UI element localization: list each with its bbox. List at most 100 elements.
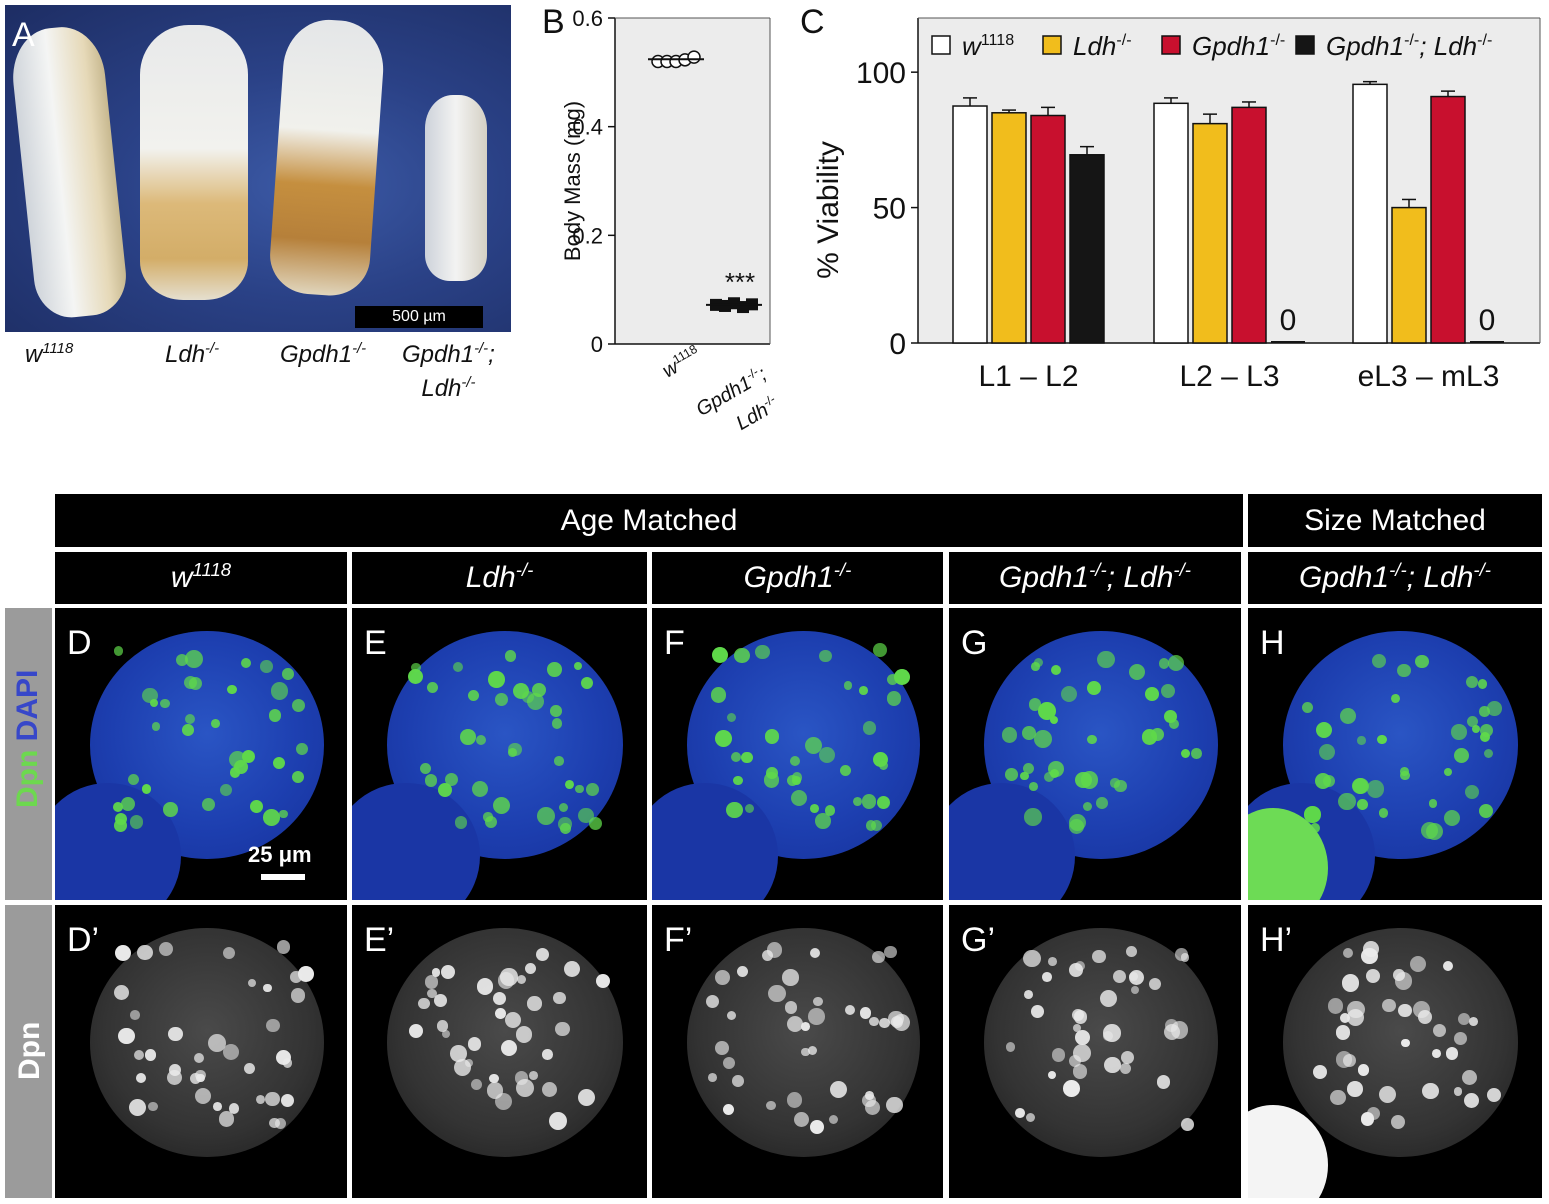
neuroblast-cell (256, 1095, 266, 1105)
scale-bar-label: 25 μm (248, 842, 312, 867)
neuroblast-cell (1468, 1016, 1478, 1026)
genotype-superscript: -/- (1173, 559, 1191, 580)
neuroblast-cell (551, 718, 563, 729)
neuroblast-cell (1049, 768, 1060, 779)
larvae-photo: 500 µm (5, 5, 511, 332)
dpn-micrograph-0: D’ (55, 905, 347, 1198)
bar (1470, 341, 1504, 343)
neuroblast-cell (227, 684, 237, 695)
neuroblast-cell (782, 969, 799, 986)
genotype-superscript: 1118 (192, 559, 232, 580)
neuroblast-cell (1429, 799, 1438, 808)
neuroblast-cell (1181, 1117, 1195, 1131)
neuroblast-cell (1075, 1030, 1090, 1046)
neuroblast-cell (558, 802, 569, 813)
neuroblast-cell (213, 1101, 223, 1111)
neuroblast-cell (1366, 780, 1385, 798)
row1-stain-label-bar: Dpn DAPI (5, 608, 52, 900)
neuroblast-cell (168, 1026, 183, 1042)
neuroblast-cell (1409, 956, 1426, 973)
neuroblast-cell (485, 816, 498, 829)
neuroblast-cell (460, 728, 476, 745)
neuroblast-cell (1465, 675, 1479, 689)
neuroblast-cell (265, 1091, 281, 1107)
neuroblast-cell (1484, 749, 1494, 759)
neuroblast-cell (872, 643, 887, 657)
panel-a-letter: A (12, 16, 35, 54)
neuroblast-cell (1327, 998, 1344, 1014)
neuroblast-cell (1378, 807, 1389, 818)
neuroblast-cell (1028, 782, 1038, 792)
neuroblast-cell (1343, 948, 1354, 959)
neuroblast-cell (844, 681, 853, 690)
neuroblast-cell (814, 813, 831, 830)
neuroblast-cell (1087, 734, 1098, 745)
genotype-superscript: -/- (1089, 559, 1107, 580)
neuroblast-cell (201, 798, 215, 811)
neuroblast-cell (247, 978, 257, 988)
neuroblast-cell (1443, 767, 1453, 776)
legend-swatch (931, 35, 951, 55)
neuroblast-cell (886, 690, 902, 706)
neuroblast-cell (541, 1082, 558, 1098)
neuroblast-cell (547, 662, 563, 677)
neuroblast-cell (1071, 1009, 1084, 1022)
neuroblast-cell (188, 676, 203, 691)
genotype-base: Ldh (165, 341, 206, 368)
bar (991, 112, 1027, 344)
neuroblast-cell (1340, 707, 1357, 724)
neuroblast-cell (765, 766, 778, 779)
neuroblast-cell (1465, 784, 1480, 799)
neuroblast-cell (1466, 716, 1478, 728)
bar (1069, 154, 1105, 344)
neuroblast-cell (1130, 985, 1140, 994)
neuroblast-cell (137, 944, 153, 961)
neuroblast-cell (712, 647, 729, 664)
y-axis-label: Body Mass (mg) (560, 101, 585, 261)
genotype-base: Ldh (1123, 561, 1174, 594)
bar (1153, 102, 1189, 344)
neuroblast-cell (1092, 949, 1106, 964)
dpn-dapi-micrograph-4: H (1248, 608, 1542, 900)
neuroblast-cell (282, 668, 294, 680)
neuroblast-cell (840, 765, 852, 777)
neuroblast-cell (148, 1101, 158, 1111)
neuroblast-cell (1464, 1093, 1480, 1109)
neuroblast-cell (521, 691, 534, 704)
row2-stain-label-bar: Dpn (5, 905, 52, 1198)
genotype-superscript: -/- (474, 341, 489, 357)
neuroblast-cell (249, 799, 263, 813)
neuroblast-cell (1471, 725, 1480, 734)
neuroblast-cell (555, 1022, 570, 1037)
neuroblast-cell (730, 752, 741, 763)
bar (952, 105, 988, 344)
neuroblast-cell (1050, 664, 1062, 676)
neuroblast-cell (268, 709, 282, 722)
tile-letter: F’ (664, 921, 693, 959)
neuroblast-cell (1453, 1032, 1467, 1046)
neuroblast-cell (208, 1034, 226, 1052)
scale-bar: 500 µm (355, 306, 483, 328)
tile-letter: E’ (364, 921, 395, 959)
neuroblast-cell (1167, 654, 1184, 671)
neuroblast-cell (792, 772, 803, 783)
neuroblast-cell (1432, 1048, 1442, 1058)
neuroblast-cell (144, 1049, 156, 1061)
neuroblast-cell (1025, 1112, 1036, 1122)
dpn-dapi-micrograph-1: E (352, 608, 647, 900)
genotype-base: Ldh (1423, 561, 1474, 594)
y-tick-label: 0.4 (572, 115, 603, 140)
neuroblast-cell (1072, 1064, 1088, 1079)
neuroblast-cell (500, 1040, 517, 1057)
neuroblast-cell (1443, 961, 1454, 972)
neuroblast-cell (1120, 1063, 1132, 1075)
neuroblast-cell (234, 760, 249, 775)
neuroblast-cell (529, 1071, 539, 1081)
neuroblast-cell (1432, 1023, 1447, 1038)
neuroblast-cell (129, 1099, 146, 1117)
y-tick-label: 0 (889, 328, 906, 361)
neuroblast-cell (1034, 729, 1053, 748)
neuroblast-cell (243, 1062, 256, 1074)
neuroblast-cell (228, 1103, 240, 1114)
neuroblast-cell (1360, 1112, 1375, 1126)
